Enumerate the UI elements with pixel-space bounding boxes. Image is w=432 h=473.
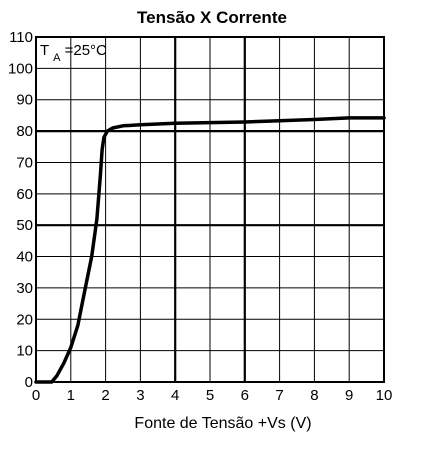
x-tick-label-1: 1 xyxy=(67,387,75,404)
x-tick-label-0: 0 xyxy=(32,387,40,404)
plot-frame xyxy=(35,36,385,383)
x-tick-label-8: 8 xyxy=(310,387,318,404)
y-tick-label-10: 10 xyxy=(16,343,33,360)
series-line-0 xyxy=(34,116,386,384)
x-tick-label-5: 5 xyxy=(206,387,214,404)
y-tick-label-0: 0 xyxy=(25,374,33,391)
x-tick-label-9: 9 xyxy=(345,387,353,404)
annotation-subscript: A xyxy=(53,52,61,64)
y-tick-label-40: 40 xyxy=(16,249,33,266)
y-tick-label-110: 110 xyxy=(9,29,33,46)
x-tick-label-2: 2 xyxy=(101,387,109,404)
temperature-annotation: T A =25°C xyxy=(40,42,107,65)
x-axis-title: Fonte de Tensão +Vs (V) xyxy=(134,415,311,432)
axis-layer xyxy=(35,36,385,383)
y-tick-label-50: 50 xyxy=(16,217,33,234)
x-tick-label-7: 7 xyxy=(275,387,283,404)
y-tick-label-90: 90 xyxy=(16,92,33,109)
series-layer xyxy=(34,116,386,384)
x-tick-label-10: 10 xyxy=(376,387,393,404)
y-tick-label-80: 80 xyxy=(16,123,33,140)
x-tick-label-4: 4 xyxy=(171,387,179,404)
y-tick-label-30: 30 xyxy=(16,280,33,297)
annotation-value: =25°C xyxy=(65,42,107,59)
y-tick-label-60: 60 xyxy=(16,186,33,203)
x-tick-label-6: 6 xyxy=(241,387,249,404)
x-tick-label-3: 3 xyxy=(136,387,144,404)
y-tick-label-20: 20 xyxy=(16,311,33,328)
y-tick-label-70: 70 xyxy=(16,154,33,171)
annotation-symbol: T xyxy=(40,42,49,59)
y-tick-label-100: 100 xyxy=(8,60,33,77)
grid-layer xyxy=(36,37,384,382)
chart-title: Tensão X Corrente xyxy=(137,8,287,27)
